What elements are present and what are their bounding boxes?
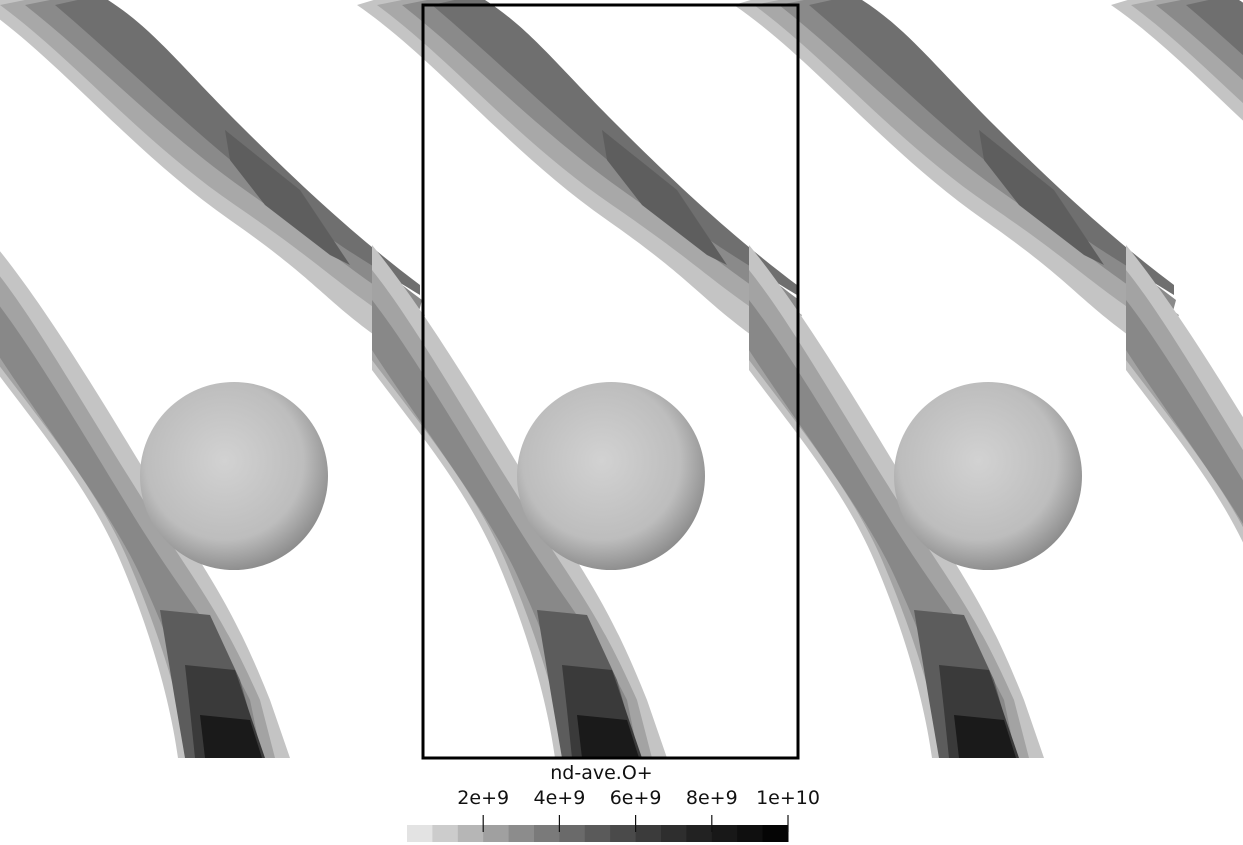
colorbar-swatch <box>483 825 510 842</box>
colorbar-swatch <box>407 825 433 842</box>
colorbar-title: nd-ave.O+ <box>550 762 653 784</box>
colorbar-swatch <box>508 825 535 842</box>
colorbar-swatch <box>635 825 662 842</box>
colorbar-swatch <box>737 825 764 842</box>
colorbar-swatch <box>584 825 611 842</box>
colorbar-swatch <box>686 825 713 842</box>
domain-outline-box <box>421 3 800 760</box>
colorbar-tick-label: 4e+9 <box>533 787 586 809</box>
colorbar-swatch <box>534 825 560 842</box>
colorbar-tick-label: 8e+9 <box>685 787 738 809</box>
colorbar-swatch <box>559 825 586 842</box>
colorbar-tick-label: 1e+10 <box>756 787 820 809</box>
colorbar-swatch <box>432 825 459 842</box>
plume-tile-edge <box>1111 0 1243 758</box>
plume-tile-right <box>734 0 1184 758</box>
colorbar-tick-label: 2e+9 <box>457 787 510 809</box>
colorbar-swatch <box>610 825 637 842</box>
colorbar-swatch <box>711 825 738 842</box>
colorbar-tick-label: 6e+9 <box>609 787 662 809</box>
plume-tile-left <box>0 0 430 758</box>
colorbar-swatch <box>457 825 484 842</box>
colorbar-swatch <box>661 825 687 842</box>
colorbar <box>407 815 789 842</box>
colorbar-swatch <box>762 825 789 842</box>
